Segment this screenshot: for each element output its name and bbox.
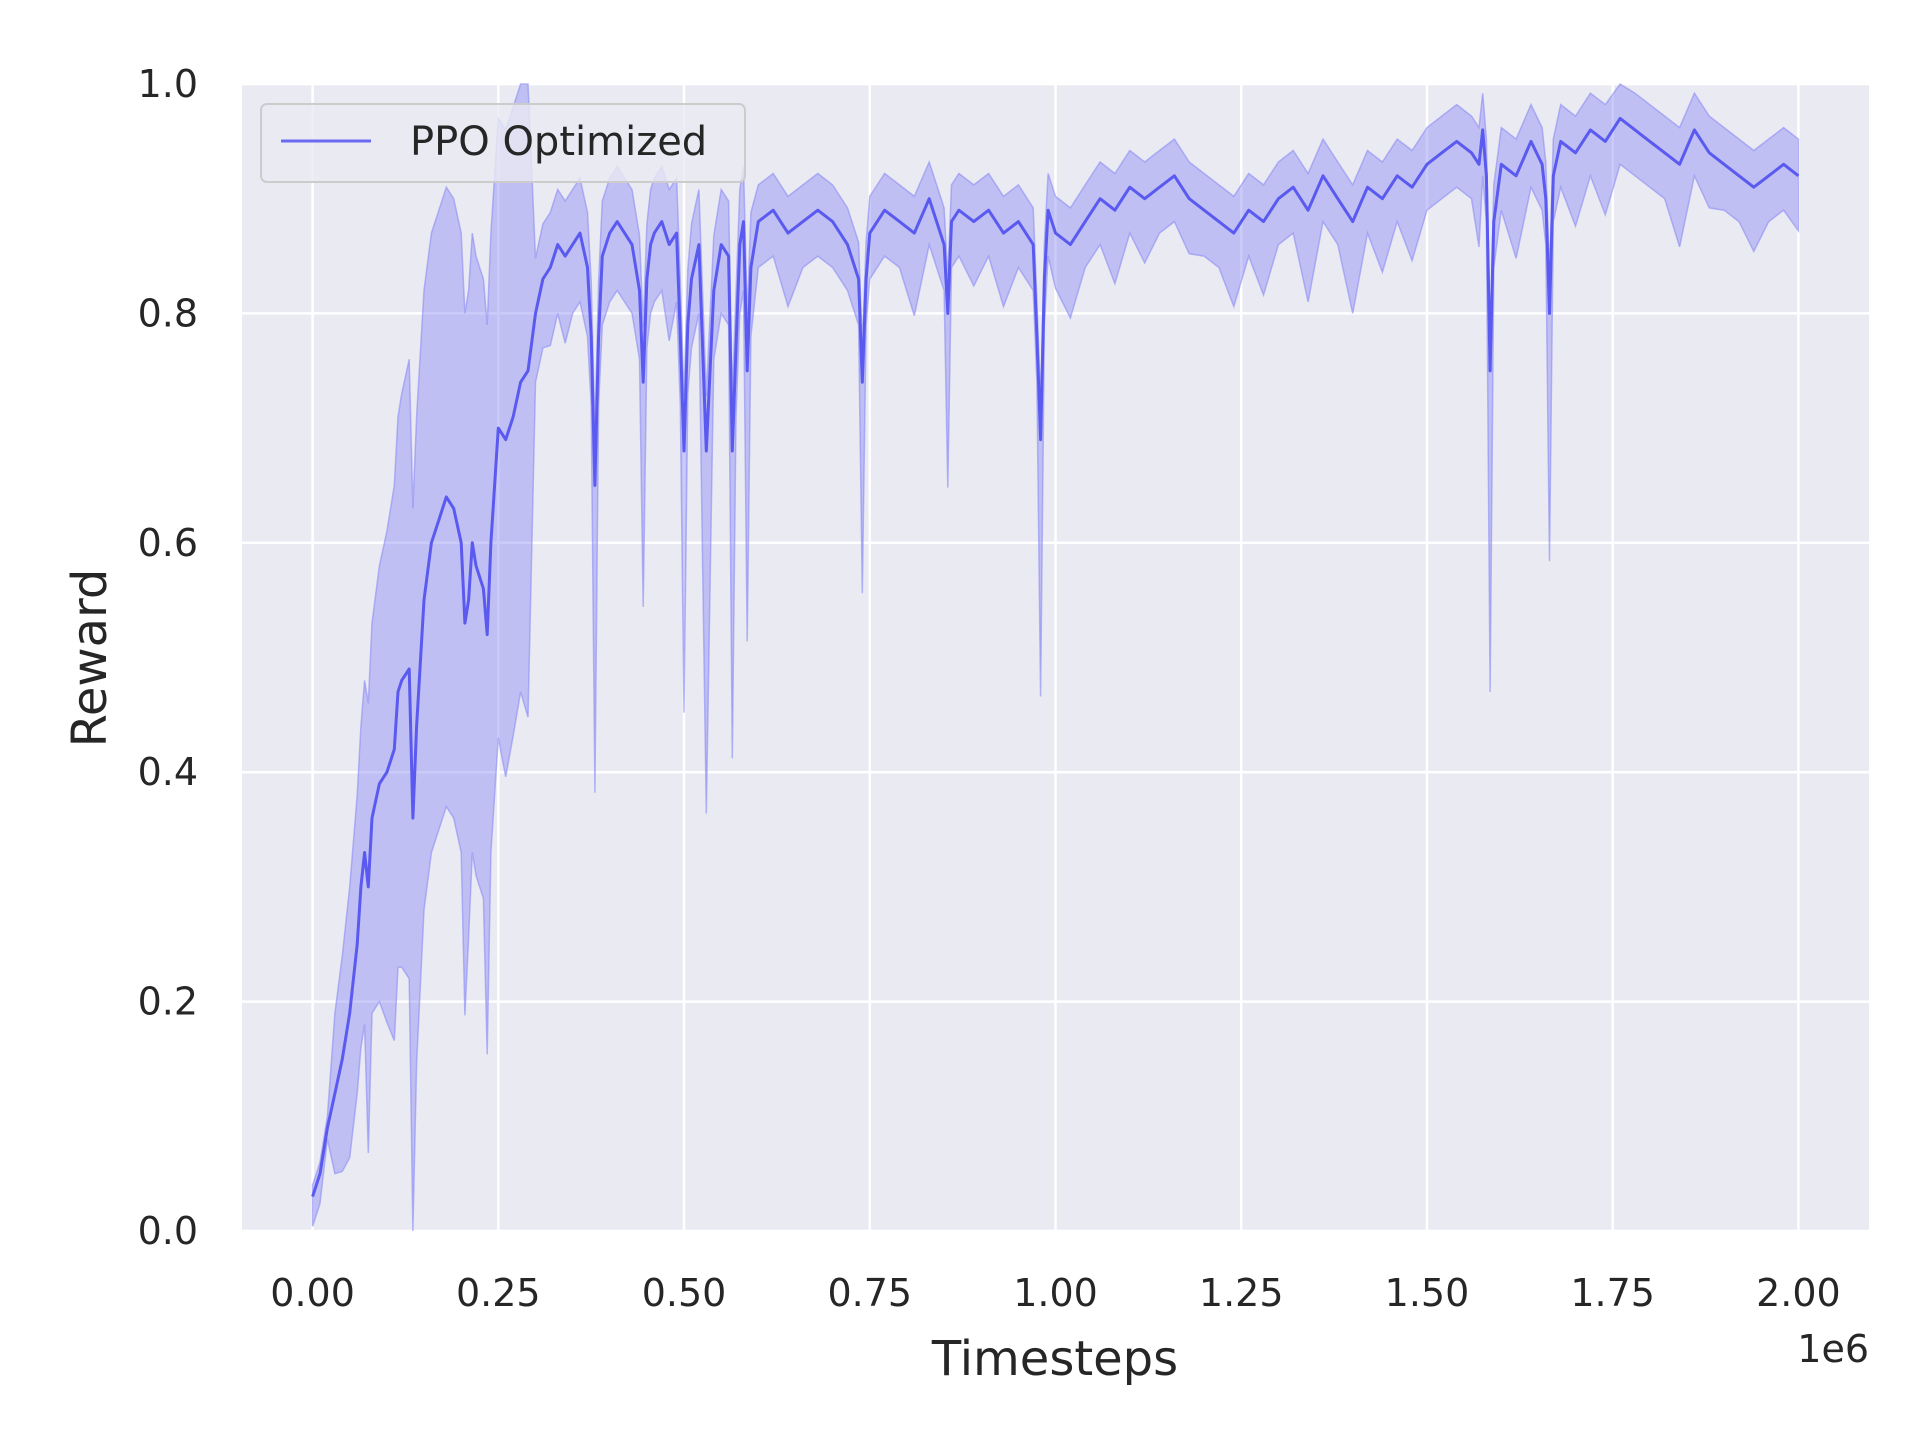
y-tick-label: 0.8 xyxy=(138,291,198,335)
x-offset-label: 1e6 xyxy=(1797,1327,1869,1371)
y-tick-label: 0.6 xyxy=(138,521,198,565)
y-tick-label: 0.4 xyxy=(138,750,198,794)
confidence-band xyxy=(311,82,1800,1232)
series-lines xyxy=(311,116,1800,1198)
x-tick-label: 1.25 xyxy=(1199,1271,1284,1315)
x-tick-label: 1.75 xyxy=(1570,1271,1655,1315)
grid-lines xyxy=(242,82,1869,1233)
band-area xyxy=(311,82,1800,1232)
x-tick-label: 1.00 xyxy=(1013,1271,1098,1315)
y-axis-label: Reward xyxy=(62,569,118,748)
x-axis-label: Timesteps xyxy=(931,1331,1178,1387)
series-line-ppo-optimized xyxy=(311,116,1800,1198)
x-tick-label: 0.50 xyxy=(642,1271,727,1315)
y-tick-label: 1.0 xyxy=(138,62,198,106)
x-tick-label: 0.25 xyxy=(456,1271,541,1315)
legend: PPO Optimized xyxy=(260,103,746,183)
x-tick-label: 0.00 xyxy=(270,1271,355,1315)
y-tick-labels: 0.0 0.2 0.4 0.6 0.8 1.0 xyxy=(138,62,198,1253)
legend-label-ppo-optimized: PPO Optimized xyxy=(410,119,707,165)
x-tick-label: 0.75 xyxy=(827,1271,912,1315)
x-tick-label: 1.50 xyxy=(1385,1271,1470,1315)
x-tick-label: 2.00 xyxy=(1756,1271,1841,1315)
legend-box xyxy=(260,103,746,183)
y-tick-label: 0.2 xyxy=(138,980,198,1024)
y-tick-label: 0.0 xyxy=(138,1209,198,1253)
x-tick-labels: 0.00 0.25 0.50 0.75 1.00 1.25 1.50 1.75 2.00 xyxy=(270,1271,1840,1315)
